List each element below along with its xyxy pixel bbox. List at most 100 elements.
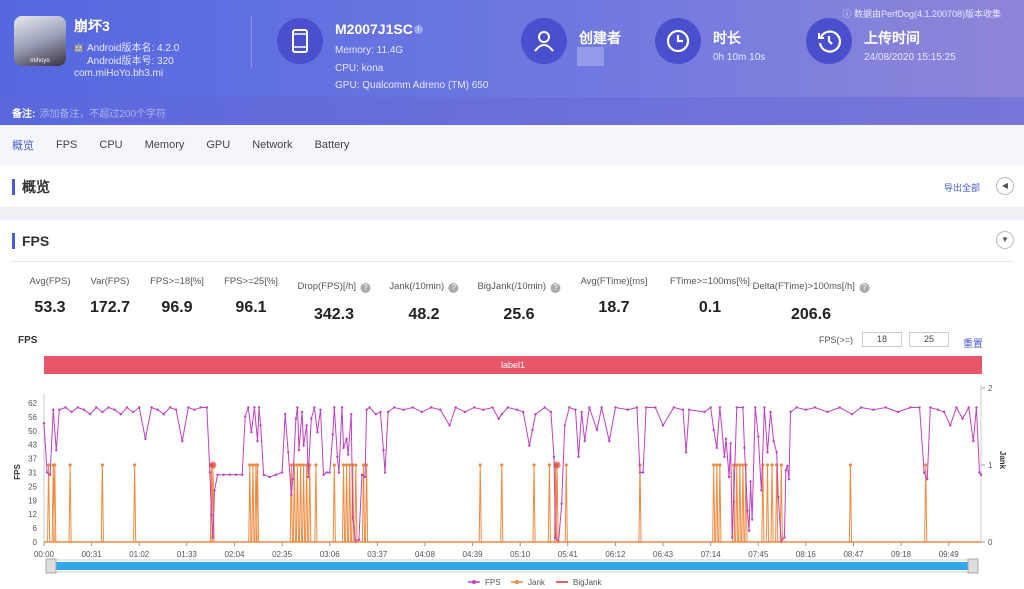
y-tick-label: 50 xyxy=(28,427,37,436)
jank-point xyxy=(251,463,255,467)
tab-memory[interactable]: Memory xyxy=(144,139,185,151)
fps-point xyxy=(365,408,368,411)
metric-value: 0.1 xyxy=(698,299,722,316)
fps-point xyxy=(76,406,79,409)
remark-input[interactable]: 添加备注，不超过200个字符 xyxy=(39,109,167,120)
info-icon[interactable]: i xyxy=(414,25,423,34)
fps-point xyxy=(328,471,331,474)
threshold-18-input[interactable]: 18 xyxy=(862,332,902,347)
fps-point xyxy=(336,455,339,459)
jank-point xyxy=(47,463,51,467)
range-slider-left-handle[interactable] xyxy=(45,558,57,574)
tab-overview[interactable]: 概览 xyxy=(12,140,34,152)
legend-item[interactable]: FPS xyxy=(485,578,501,587)
fps-point xyxy=(82,408,86,411)
reset-link[interactable]: 重置 xyxy=(963,339,983,350)
metric-value: 25.6 xyxy=(503,306,535,323)
chart-title: FPS xyxy=(18,335,38,346)
fps-point xyxy=(936,408,940,411)
metric-label: FPS>=18[%] xyxy=(150,276,204,287)
x-tick-label: 05:41 xyxy=(558,550,579,559)
metric-value: 172.7 xyxy=(89,299,131,316)
help-icon[interactable]: ? xyxy=(360,283,371,293)
legend-item[interactable]: Jank xyxy=(528,578,546,587)
threshold-label: FPS(>=) xyxy=(819,335,854,345)
legend-marker xyxy=(515,580,519,584)
fps-point xyxy=(228,473,232,476)
fps-point xyxy=(641,471,645,474)
fps-point xyxy=(240,473,244,476)
tab-battery[interactable]: Battery xyxy=(314,139,350,151)
fps-point xyxy=(672,406,675,409)
jank-point xyxy=(564,463,568,467)
jank-point xyxy=(924,463,928,467)
tab-fps[interactable]: FPS xyxy=(56,139,78,151)
fps-point xyxy=(500,413,503,416)
fps-point xyxy=(534,413,537,416)
fps-point xyxy=(350,413,353,416)
jank-point xyxy=(341,463,346,467)
fps-point xyxy=(382,448,385,452)
app-version-name: Android版本名: 4.2.0 xyxy=(87,43,180,54)
app-package: com.miHoYo.bh3.mi xyxy=(74,68,164,79)
y-tick-label: 12 xyxy=(28,510,37,519)
fps-point xyxy=(368,406,371,409)
android-icon: 🤖 xyxy=(73,42,85,52)
fps-point xyxy=(45,471,49,474)
collapse-left-icon[interactable]: ◀ xyxy=(996,177,1014,195)
fps-point xyxy=(162,413,166,416)
collapse-down-icon[interactable]: ▼ xyxy=(996,231,1014,249)
fps-point xyxy=(872,408,875,411)
jank-point xyxy=(500,463,504,467)
fps-point xyxy=(48,473,52,476)
fps-point xyxy=(549,410,553,414)
duration-value: 0h 10m 10s xyxy=(713,52,766,63)
fps-point xyxy=(978,471,981,474)
label-bar[interactable]: label1 xyxy=(44,356,982,374)
help-icon[interactable]: ? xyxy=(448,283,459,293)
export-all-link[interactable]: 导出全部 xyxy=(943,183,980,193)
fps-point xyxy=(259,424,262,427)
jank-point xyxy=(295,463,300,467)
metric-value: 96.9 xyxy=(161,299,193,316)
fps-point xyxy=(454,406,457,409)
fps-point xyxy=(150,406,153,409)
y-tick-label: 43 xyxy=(28,441,37,450)
tab-cpu[interactable]: CPU xyxy=(99,139,123,151)
fps-point xyxy=(727,475,731,479)
jank-point xyxy=(735,463,739,467)
fps-point xyxy=(718,406,722,409)
metric-1: Var(FPS) 172.7 xyxy=(90,276,130,317)
fps-point xyxy=(859,406,863,409)
fps-point xyxy=(743,446,746,450)
fps-point xyxy=(208,471,212,474)
legend-item[interactable]: BigJank xyxy=(573,578,602,587)
jank-point xyxy=(738,463,742,467)
fps-point xyxy=(119,413,123,416)
tab-network[interactable]: Network xyxy=(252,139,293,151)
fps-point xyxy=(783,536,786,539)
metric-value: 96.1 xyxy=(235,299,267,316)
fps-point xyxy=(750,518,754,521)
jank-point xyxy=(248,463,252,467)
tab-gpu[interactable]: GPU xyxy=(206,139,231,151)
metric-label: Delta(FTime)>100ms[/h] xyxy=(752,281,855,292)
fps-point xyxy=(302,444,305,447)
metric-6: BigJank(/10min) ? 25.6 xyxy=(477,276,561,324)
fps-point xyxy=(346,453,350,456)
help-icon[interactable]: ? xyxy=(550,283,561,293)
x-tick-label: 03:37 xyxy=(367,550,388,559)
help-icon[interactable]: ? xyxy=(859,283,870,293)
metric-5: Jank(/10min) ? 48.2 xyxy=(389,276,459,324)
jank-point xyxy=(741,463,745,467)
threshold-25-input[interactable]: 25 xyxy=(909,332,949,347)
range-slider-right-handle[interactable] xyxy=(967,558,979,574)
fps-point xyxy=(247,406,250,409)
fps-point xyxy=(322,473,325,476)
fps-point xyxy=(262,473,265,476)
fps-point xyxy=(760,489,763,492)
x-tick-label: 08:16 xyxy=(796,550,817,559)
fps-point xyxy=(644,406,648,409)
fps-point xyxy=(393,406,396,409)
